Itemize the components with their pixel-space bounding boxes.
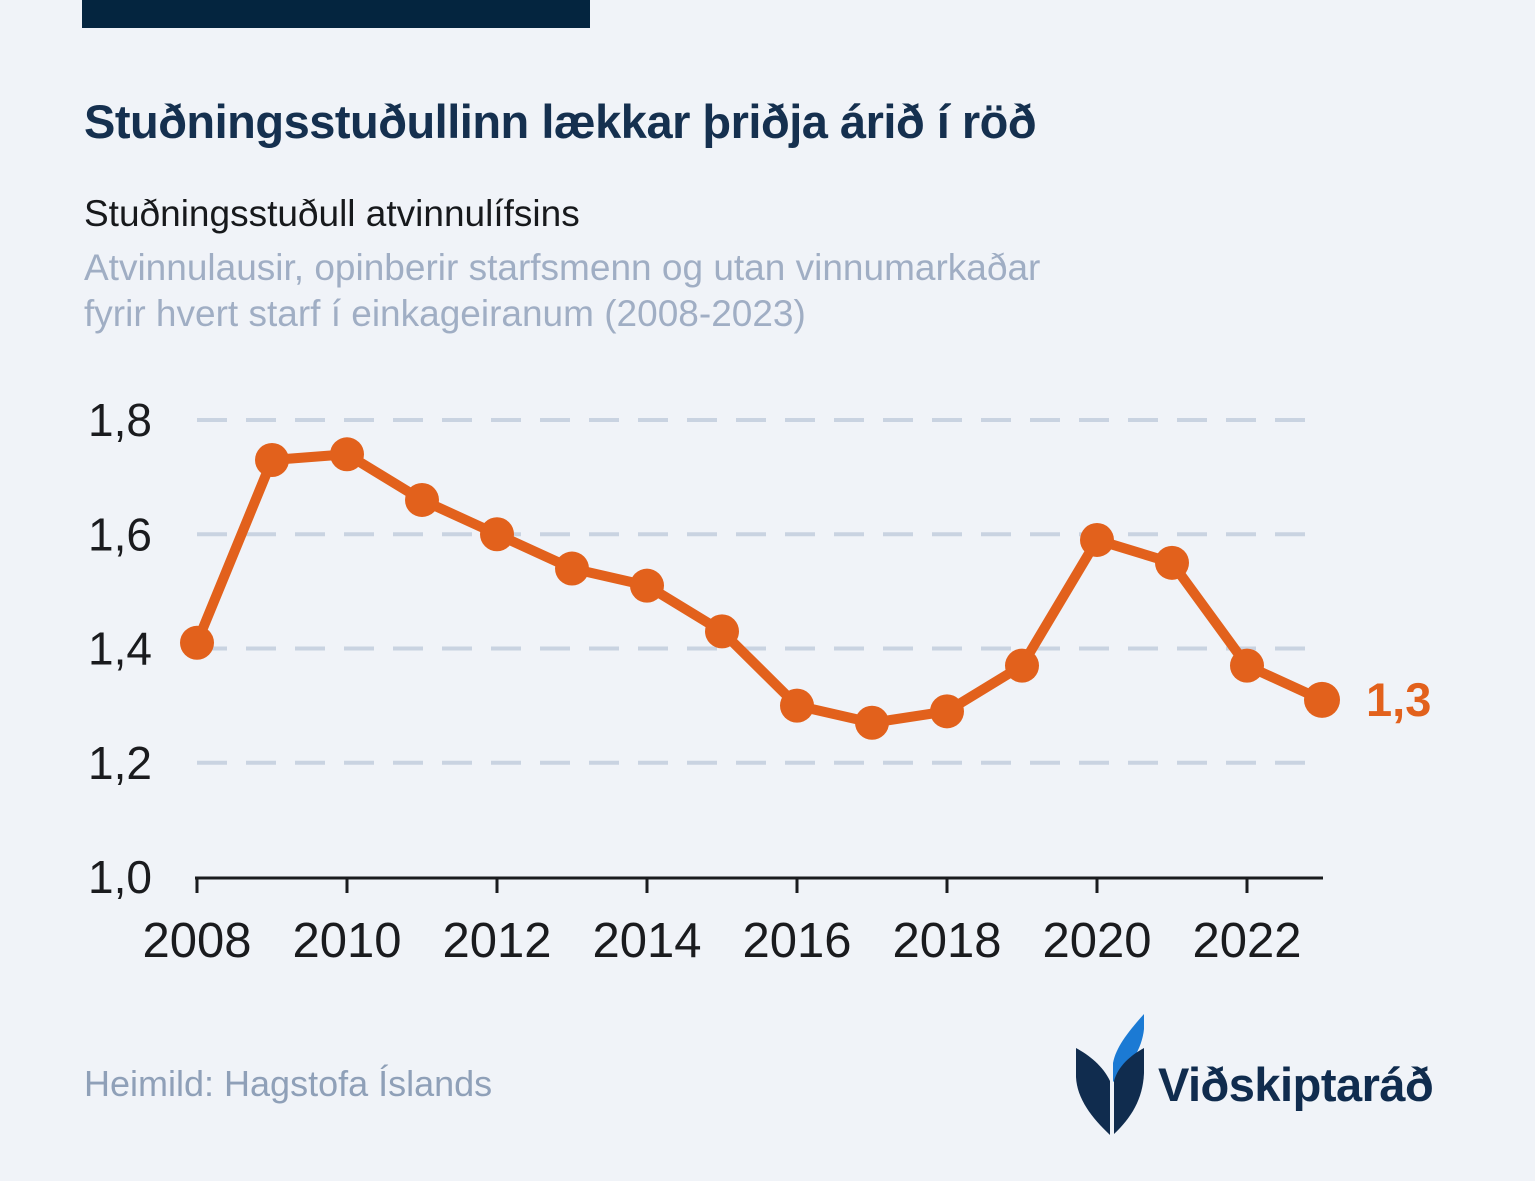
x-tick-label: 2022	[1192, 914, 1301, 968]
data-point	[480, 517, 514, 552]
data-point	[1155, 545, 1189, 580]
data-point	[930, 694, 964, 729]
data-point	[630, 568, 664, 603]
y-tick-label: 1,4	[88, 623, 152, 675]
data-point	[855, 705, 889, 740]
source-note: Heimild: Hagstofa Íslands	[84, 1063, 493, 1104]
y-tick-label: 1,0	[88, 851, 152, 903]
x-tick-label: 2008	[142, 914, 251, 968]
logo-wordmark: Viðskiptaráð	[1158, 1058, 1434, 1111]
logo-leaf-right	[1114, 1048, 1144, 1134]
data-point	[780, 688, 814, 723]
data-point	[1005, 648, 1039, 683]
data-point	[405, 482, 439, 517]
data-point	[705, 614, 739, 649]
brand-accent-bar	[82, 0, 590, 28]
end-value-label: 1,3	[1366, 673, 1431, 726]
trend-line	[192, 449, 1327, 728]
data-point	[1304, 681, 1340, 718]
logo-leaf-left	[1076, 1048, 1110, 1135]
x-tick-label: 2020	[1042, 914, 1151, 968]
data-point	[180, 625, 214, 660]
data-point	[330, 437, 364, 472]
y-tick-label: 1,8	[88, 394, 152, 446]
y-tick-label: 1,6	[88, 508, 152, 560]
y-tick-label: 1,2	[88, 737, 152, 789]
chart-title: Stuðningsstuðull atvinnulífsins	[84, 193, 580, 234]
x-tick-label: 2018	[892, 914, 1001, 968]
chart-subtitle-line-1: Atvinnulausir, opinberir starfsmenn og u…	[84, 247, 1041, 288]
chart-subtitle: Atvinnulausir, opinberir starfsmenn og u…	[84, 245, 1040, 337]
x-tick-label: 2014	[592, 914, 701, 968]
x-tick-label: 2016	[742, 914, 851, 968]
page-title: Stuðningsstuðullinn lækkar þriðja árið í…	[84, 95, 1037, 148]
data-point	[1230, 648, 1264, 683]
x-tick-label: 2010	[292, 914, 401, 968]
chart-subtitle-line-2: fyrir hvert starf í einkageiranum (2008-…	[84, 293, 806, 334]
data-point	[555, 551, 589, 586]
data-point	[1080, 522, 1114, 557]
logo-leaf-blue	[1113, 1014, 1144, 1082]
data-point	[255, 442, 289, 477]
x-tick-label: 2012	[442, 914, 551, 968]
logo-book-leaf-icon	[1076, 1014, 1144, 1135]
